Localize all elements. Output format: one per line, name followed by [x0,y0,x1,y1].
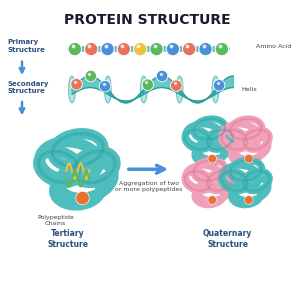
Circle shape [76,191,89,205]
Circle shape [85,70,97,82]
Circle shape [99,80,111,92]
Circle shape [182,42,196,56]
Text: Quaternary
Structure: Quaternary Structure [203,229,252,249]
Circle shape [244,154,253,163]
Circle shape [170,80,182,92]
Ellipse shape [104,76,111,103]
Ellipse shape [140,76,147,103]
Text: Tertiary
Structure: Tertiary Structure [48,229,88,249]
Text: Secondary
Structure: Secondary Structure [8,81,49,94]
Circle shape [215,42,229,56]
Circle shape [68,42,82,56]
Text: PROTEIN STRUCTURE: PROTEIN STRUCTURE [64,13,230,27]
Circle shape [156,70,168,82]
Text: Helix: Helix [241,87,257,92]
Text: Amino Acid: Amino Acid [256,44,291,49]
Ellipse shape [69,76,75,103]
Circle shape [150,42,163,56]
Text: Polypeptide
Chains: Polypeptide Chains [37,215,74,226]
Circle shape [213,80,225,91]
Circle shape [142,79,154,91]
Circle shape [101,42,114,56]
Circle shape [208,154,217,163]
Circle shape [208,196,217,204]
Circle shape [244,196,253,204]
Text: Aggregation of two
or more polypeptides: Aggregation of two or more polypeptides [115,181,183,192]
Ellipse shape [212,76,219,103]
Circle shape [166,42,180,56]
Circle shape [71,78,82,90]
Circle shape [85,42,98,56]
Text: Primary
Structure: Primary Structure [8,40,46,53]
Circle shape [199,42,212,56]
Circle shape [134,42,147,56]
Ellipse shape [176,76,183,103]
Circle shape [117,42,130,56]
